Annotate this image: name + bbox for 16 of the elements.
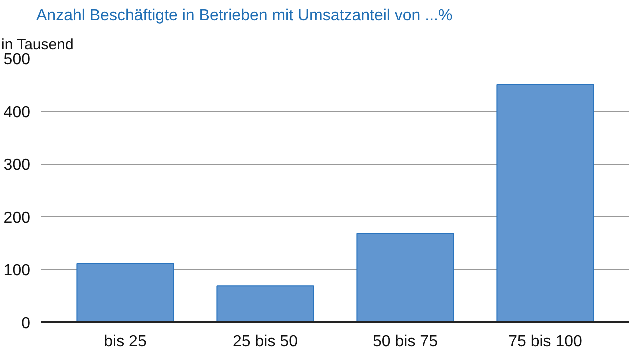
chart-title: Anzahl Beschäftigte in Betrieben mit Umsatzanteil von ...%: [36, 8, 453, 24]
bar: [356, 233, 454, 322]
y-tick-label: 300: [4, 157, 31, 174]
x-tick-label: bis 25: [104, 334, 147, 350]
y-tick-label: 400: [4, 104, 31, 122]
y-axis-title: in Tausend: [2, 36, 74, 54]
x-tick-label: 75 bis 100: [508, 334, 583, 350]
x-tick-label: 50 bis 75: [373, 334, 438, 350]
y-tick-label: 200: [4, 210, 31, 227]
bar: [496, 84, 594, 322]
y-tick-label: 100: [4, 262, 31, 280]
bar: [216, 286, 314, 322]
bar: [76, 263, 174, 322]
x-tick-label: 25 bis 50: [233, 334, 298, 350]
y-tick-label: 0: [22, 316, 31, 332]
y-tick-label: 500: [4, 52, 31, 68]
